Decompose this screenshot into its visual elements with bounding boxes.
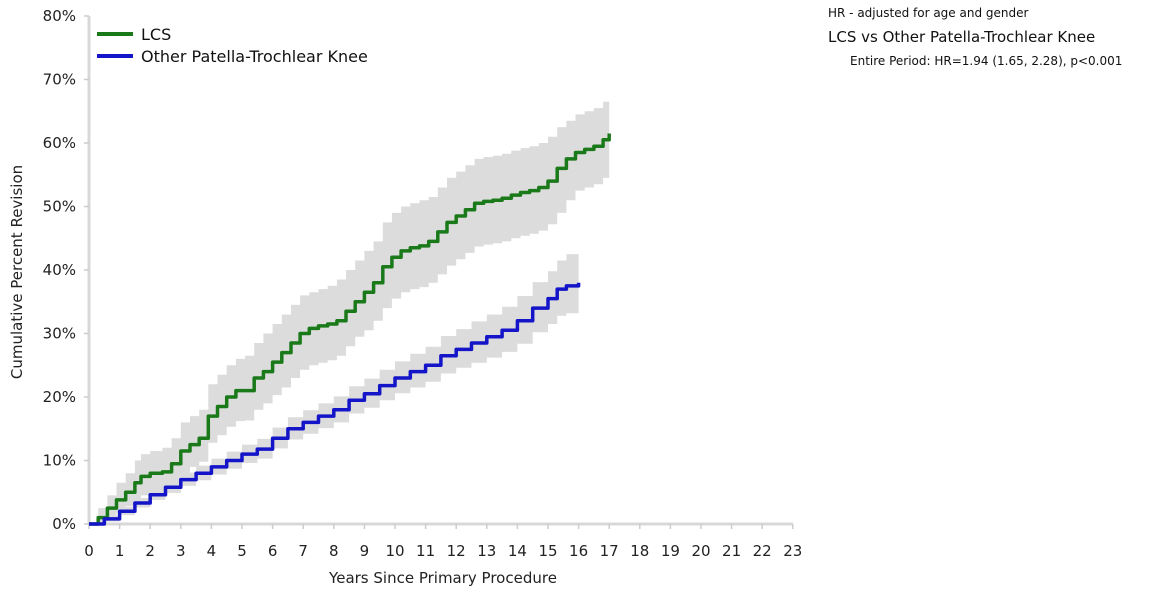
hr-notes: HR - adjusted for age and gender LCS vs … bbox=[828, 4, 1122, 70]
x-tick-label: 5 bbox=[237, 542, 247, 560]
x-tick-label: 12 bbox=[447, 542, 466, 560]
x-tick-label: 10 bbox=[385, 542, 404, 560]
x-tick-label: 13 bbox=[477, 542, 496, 560]
x-tick-label: 22 bbox=[753, 542, 772, 560]
legend-label-other: Other Patella-Trochlear Knee bbox=[141, 47, 368, 66]
x-tick-label: 21 bbox=[722, 542, 741, 560]
series-line-other-patella-trochlear bbox=[89, 282, 581, 526]
x-tick-label: 23 bbox=[783, 542, 802, 560]
x-axis-title: Years Since Primary Procedure bbox=[328, 569, 557, 587]
legend: LCS Other Patella-Trochlear Knee bbox=[97, 25, 368, 66]
y-tick-label: 60% bbox=[43, 134, 76, 152]
y-tick-label: 40% bbox=[43, 261, 76, 279]
x-tick-label: 7 bbox=[298, 542, 308, 560]
y-tick-label: 20% bbox=[43, 388, 76, 406]
x-tick-label: 2 bbox=[145, 542, 155, 560]
hr-entire-period: Entire Period: HR=1.94 (1.65, 2.28), p<0… bbox=[850, 54, 1123, 68]
x-tick-label: 17 bbox=[600, 542, 619, 560]
y-tick-label: 10% bbox=[43, 452, 76, 470]
x-tick-label: 0 bbox=[84, 542, 94, 560]
x-tick-label: 6 bbox=[268, 542, 278, 560]
axes bbox=[84, 15, 794, 529]
y-tick-label: 70% bbox=[43, 71, 76, 89]
x-tick-label: 15 bbox=[538, 542, 557, 560]
x-tick-label: 18 bbox=[630, 542, 649, 560]
series-line-lcs bbox=[89, 133, 611, 526]
x-tick-label: 19 bbox=[661, 542, 680, 560]
y-axis-title: Cumulative Percent Revision bbox=[8, 165, 26, 379]
y-tick-label: 0% bbox=[52, 515, 76, 533]
x-tick-label: 1 bbox=[115, 542, 125, 560]
x-tick-label: 11 bbox=[416, 542, 435, 560]
tick-labels: 0 1 2 3 4 5 6 7 8 9 10 11 12 13 14 15 16 17 18 19 20 21 22 230%… bbox=[43, 7, 803, 560]
hr-adjustment-note: HR - adjusted for age and gender bbox=[828, 6, 1029, 20]
x-tick-label: 20 bbox=[691, 542, 710, 560]
y-tick-label: 30% bbox=[43, 325, 76, 343]
y-tick-label: 50% bbox=[43, 198, 76, 216]
x-tick-label: 16 bbox=[569, 542, 588, 560]
x-tick-label: 4 bbox=[207, 542, 217, 560]
y-tick-label: 80% bbox=[43, 7, 76, 25]
x-tick-label: 3 bbox=[176, 542, 186, 560]
x-tick-label: 14 bbox=[508, 542, 527, 560]
x-tick-label: 8 bbox=[329, 542, 339, 560]
legend-label-lcs: LCS bbox=[141, 25, 171, 44]
hr-comparison-title: LCS vs Other Patella-Trochlear Knee bbox=[828, 28, 1096, 46]
series-lines bbox=[89, 133, 611, 526]
x-tick-label: 9 bbox=[360, 542, 370, 560]
